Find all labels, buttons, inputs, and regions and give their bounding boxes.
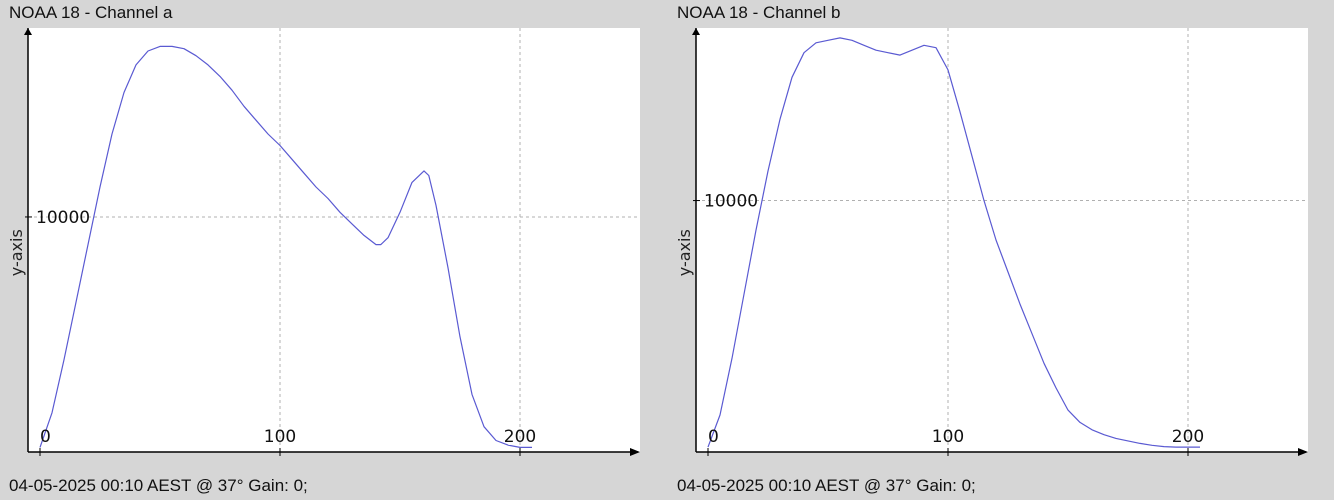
y-tick-label: 10000 bbox=[704, 192, 758, 212]
x-tick-label: 0 bbox=[708, 427, 719, 447]
line-chart-channel-b: 0 100 200 10000 y-axis bbox=[675, 28, 1308, 456]
x-tick-label: 100 bbox=[264, 427, 296, 447]
chart-title: NOAA 18 - Channel b bbox=[677, 3, 841, 22]
chart-footer-status: 04-05-2025 00:10 AEST @ 37° Gain: 0; bbox=[677, 476, 976, 495]
y-axis-arrow-icon bbox=[692, 28, 700, 35]
y-axis-label: y-axis bbox=[675, 229, 694, 276]
chart-panel-channel-a: NOAA 18 - Channel a 0 100 200 10000 y-axis 0… bbox=[0, 0, 640, 500]
data-series-line bbox=[39, 45, 532, 448]
x-axis-arrow-icon bbox=[1298, 448, 1308, 456]
x-tick-label: 200 bbox=[1172, 427, 1204, 447]
chart-footer-status: 04-05-2025 00:10 AEST @ 37° Gain: 0; bbox=[9, 476, 308, 495]
data-series-line bbox=[707, 37, 1200, 448]
chart-title: NOAA 18 - Channel a bbox=[9, 3, 173, 22]
chart-panel-channel-b: NOAA 18 - Channel b 0 100 200 10000 y-axis 0… bbox=[668, 0, 1308, 500]
plot-area bbox=[696, 28, 1308, 452]
plot-area bbox=[28, 28, 640, 452]
x-tick-label: 200 bbox=[504, 427, 536, 447]
x-axis-arrow-icon bbox=[630, 448, 640, 456]
x-tick-label: 100 bbox=[932, 427, 964, 447]
x-tick-label: 0 bbox=[40, 427, 51, 447]
y-axis-label: y-axis bbox=[7, 229, 26, 276]
line-chart-channel-a: 0 100 200 10000 y-axis bbox=[7, 28, 640, 456]
y-tick-label: 10000 bbox=[36, 208, 90, 228]
y-axis-arrow-icon bbox=[24, 28, 32, 35]
